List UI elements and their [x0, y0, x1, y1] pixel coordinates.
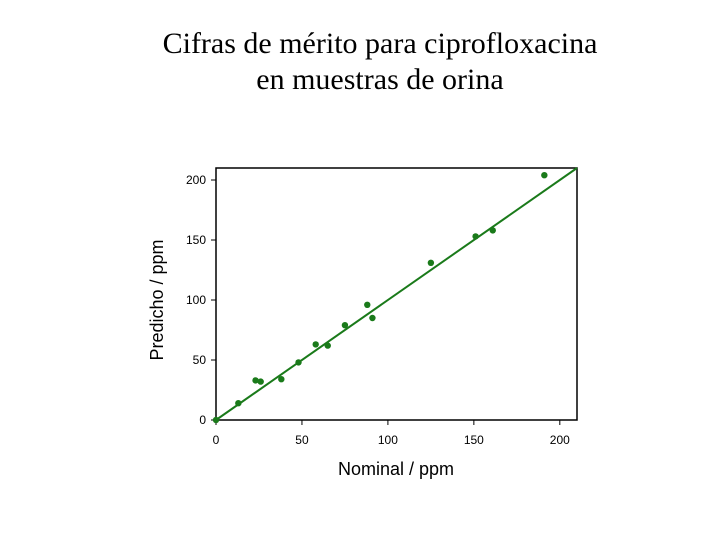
data-point — [369, 314, 376, 322]
y-tick-label: 0 — [199, 413, 206, 427]
y-tick-label: 50 — [193, 353, 207, 367]
data-point — [541, 172, 548, 179]
chart-title-line-2: en muestras de orina — [256, 63, 504, 96]
y-tick-label: 200 — [186, 173, 206, 187]
chart-title-line-1: Cifras de mérito para ciprofloxacina — [162, 27, 598, 60]
data-point — [312, 341, 319, 348]
x-tick-label: 100 — [378, 433, 398, 447]
data-point — [364, 301, 371, 308]
x-tick-label: 0 — [213, 433, 220, 447]
data-point — [257, 378, 264, 385]
data-point — [252, 377, 259, 384]
plot-frame — [215, 167, 578, 421]
x-tick-label: 150 — [464, 433, 484, 447]
data-point — [341, 322, 349, 329]
regression-line — [215, 167, 578, 421]
data-point — [212, 416, 220, 424]
x-tick-label: 50 — [295, 433, 309, 447]
y-tick-label: 100 — [186, 293, 206, 307]
y-tick-label: 150 — [186, 233, 206, 247]
data-point — [489, 227, 496, 234]
data-point — [472, 233, 479, 240]
data-point — [278, 376, 285, 383]
x-axis-label: Nominal / ppm — [338, 459, 454, 479]
y-axis-label: Predicho / ppm — [147, 239, 167, 360]
data-point — [295, 359, 302, 366]
data-point — [235, 400, 242, 407]
x-tick-label: 200 — [550, 433, 570, 447]
data-point — [427, 259, 435, 266]
data-point — [324, 342, 331, 349]
